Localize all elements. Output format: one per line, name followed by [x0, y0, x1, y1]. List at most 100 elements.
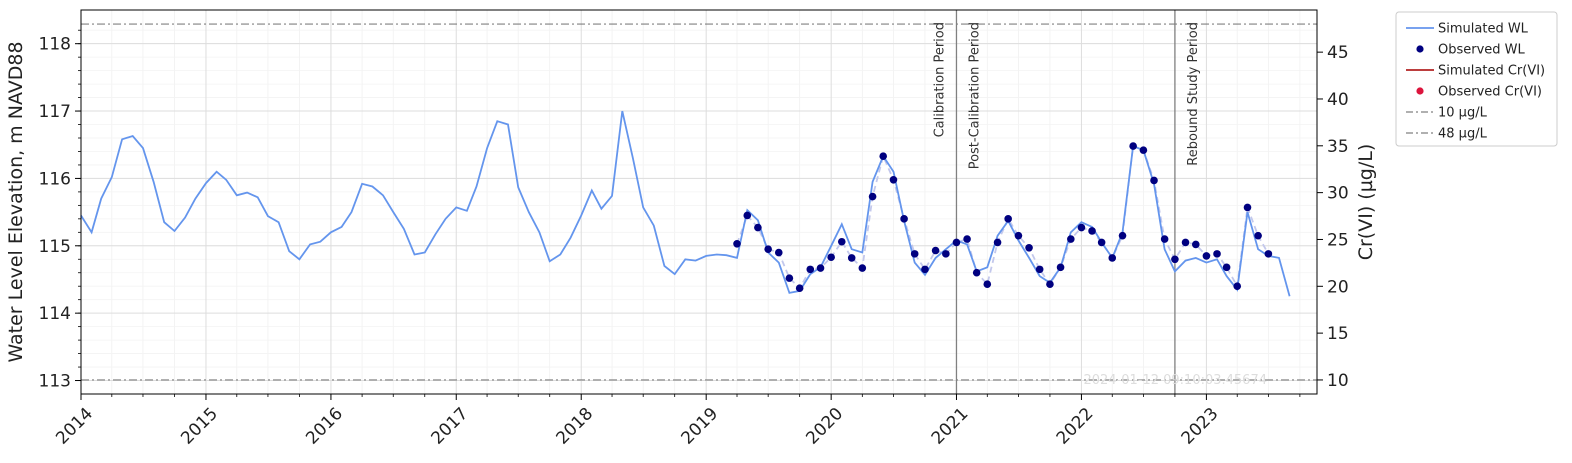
observed-wl-point — [868, 192, 877, 201]
observed-wl-point — [785, 274, 794, 282]
series — [80, 110, 1291, 297]
y-right-tick-label: 35 — [1327, 137, 1349, 157]
observed-wl-point — [858, 264, 867, 272]
observed-wl-point — [1004, 215, 1012, 223]
x-tick-label: 2015 — [177, 404, 222, 449]
observed-wl-point — [1035, 265, 1044, 274]
threshold-lines — [81, 23, 1317, 381]
observed-wl-point — [1202, 252, 1211, 260]
observed-wl-point — [774, 248, 783, 257]
legend-label: Simulated Cr(VI) — [1438, 64, 1545, 79]
observed-wl-point — [963, 235, 971, 243]
observed-wl-point — [972, 268, 981, 277]
x-tick-label: 2021 — [928, 404, 973, 449]
period-markers: Calibration Period Post-Calibration Perio… — [932, 10, 1201, 394]
observed-wl-point — [1139, 146, 1148, 154]
observed-wl-point — [1025, 244, 1033, 252]
observed-wl-point — [1014, 231, 1023, 240]
observed-wl-point — [816, 264, 825, 272]
observed-wl-point — [754, 223, 762, 232]
observed-wl-point — [952, 238, 961, 247]
x-tick-label: 2018 — [553, 404, 598, 449]
observed-wl-point — [1088, 227, 1096, 235]
observed-wl-point — [942, 250, 950, 258]
y-axis-left-title: Water Level Elevation, m NAVD88 — [5, 41, 27, 362]
legend-label: Simulated WL — [1438, 22, 1529, 37]
observed-wl-point — [900, 215, 908, 223]
observed-wl-point — [1222, 263, 1231, 272]
legend-label: Observed Cr(VI) — [1438, 85, 1542, 100]
observed-wl-point — [1097, 238, 1106, 247]
observed-wl-point — [1213, 250, 1221, 258]
observed-wl-point — [795, 284, 804, 293]
x-tick-label: 2022 — [1053, 404, 1098, 449]
observed-wl-point — [1129, 142, 1137, 150]
x-tick-label: 2017 — [428, 404, 473, 449]
plot-frame — [80, 9, 1318, 395]
y-right-tick-label: 15 — [1327, 324, 1349, 344]
y-left-tick-label: 113 — [39, 372, 71, 392]
legend-swatch — [1416, 45, 1424, 53]
observed-wl-point — [983, 280, 992, 288]
observed-wl-point — [1243, 203, 1252, 212]
x-tick-label: 2020 — [802, 404, 847, 449]
x-tick-label: 2016 — [302, 404, 347, 449]
observed-wl-point — [879, 152, 888, 160]
observed-wl-connector — [736, 144, 1270, 290]
legend-swatch — [1416, 87, 1424, 95]
observed-wl-point — [910, 250, 919, 258]
y-axis-right-title: Cr(VI) (µg/L) — [1355, 144, 1377, 261]
y-right-tick-label: 25 — [1327, 230, 1349, 250]
y-left-tick-label: 118 — [39, 35, 71, 55]
x-tick-label: 2023 — [1178, 404, 1223, 449]
observed-wl-point — [743, 211, 752, 220]
x-tick-label: 2019 — [677, 404, 722, 449]
y-right-tick-label: 10 — [1327, 371, 1349, 391]
observed-wl-point — [1254, 231, 1262, 240]
observed-wl-point — [733, 239, 741, 248]
grid — [80, 10, 1317, 394]
observed-wl-point — [1233, 282, 1242, 291]
observed-wl-point — [827, 253, 835, 262]
period-label: Rebound Study Period — [1186, 22, 1201, 166]
observed-wl-point — [1108, 254, 1117, 262]
observed-wl-point — [806, 265, 815, 274]
observed-wl-point — [1118, 231, 1127, 240]
y-right-tick-label: 30 — [1327, 184, 1349, 204]
x-tick-label: 2014 — [52, 404, 97, 449]
y-left-tick-label: 117 — [39, 102, 71, 122]
observed-wl-point — [993, 238, 1002, 247]
legend-box — [1395, 11, 1558, 147]
y-right-tick-label: 20 — [1327, 277, 1349, 297]
y-left-tick-label: 115 — [39, 237, 71, 257]
observed-wl-point — [1171, 255, 1179, 264]
observed-wl-point — [1264, 250, 1273, 258]
observed-wl-point — [847, 254, 856, 262]
observed-wl-point — [1181, 238, 1190, 247]
legend: Simulated WL Observed WL Simulated Cr(VI) O… — [1395, 11, 1558, 147]
observed-wl-point — [1067, 235, 1075, 243]
simulated-wl-line — [80, 110, 1291, 297]
observed-wl-point — [1056, 263, 1065, 272]
period-label: Calibration Period — [932, 22, 947, 137]
observed-wl-point — [1077, 223, 1086, 232]
observed-wl-point — [1046, 280, 1054, 288]
observed-wl-point — [1191, 240, 1200, 249]
legend-label: Observed WL — [1438, 43, 1526, 58]
observed-wl-point — [1150, 176, 1158, 185]
observed-wl-point — [921, 265, 929, 274]
observed-wl-point — [931, 246, 940, 255]
legend-label: 10 µg/L — [1438, 106, 1488, 121]
observed-wl-point — [1160, 235, 1169, 243]
observed-wl-point — [889, 175, 898, 184]
observed-wl-point — [837, 237, 846, 246]
y-right-tick-label: 40 — [1327, 90, 1349, 110]
legend-label: 48 µg/L — [1438, 127, 1488, 142]
y-left-tick-label: 114 — [39, 304, 71, 324]
y-right-tick-label: 45 — [1327, 43, 1349, 63]
y-left-tick-label: 116 — [39, 169, 71, 189]
period-label: Post-Calibration Period — [967, 22, 982, 169]
observed-wl-point — [764, 245, 772, 253]
watermark-text: 2024-01-12 09:10:03.45674 — [1083, 373, 1267, 388]
